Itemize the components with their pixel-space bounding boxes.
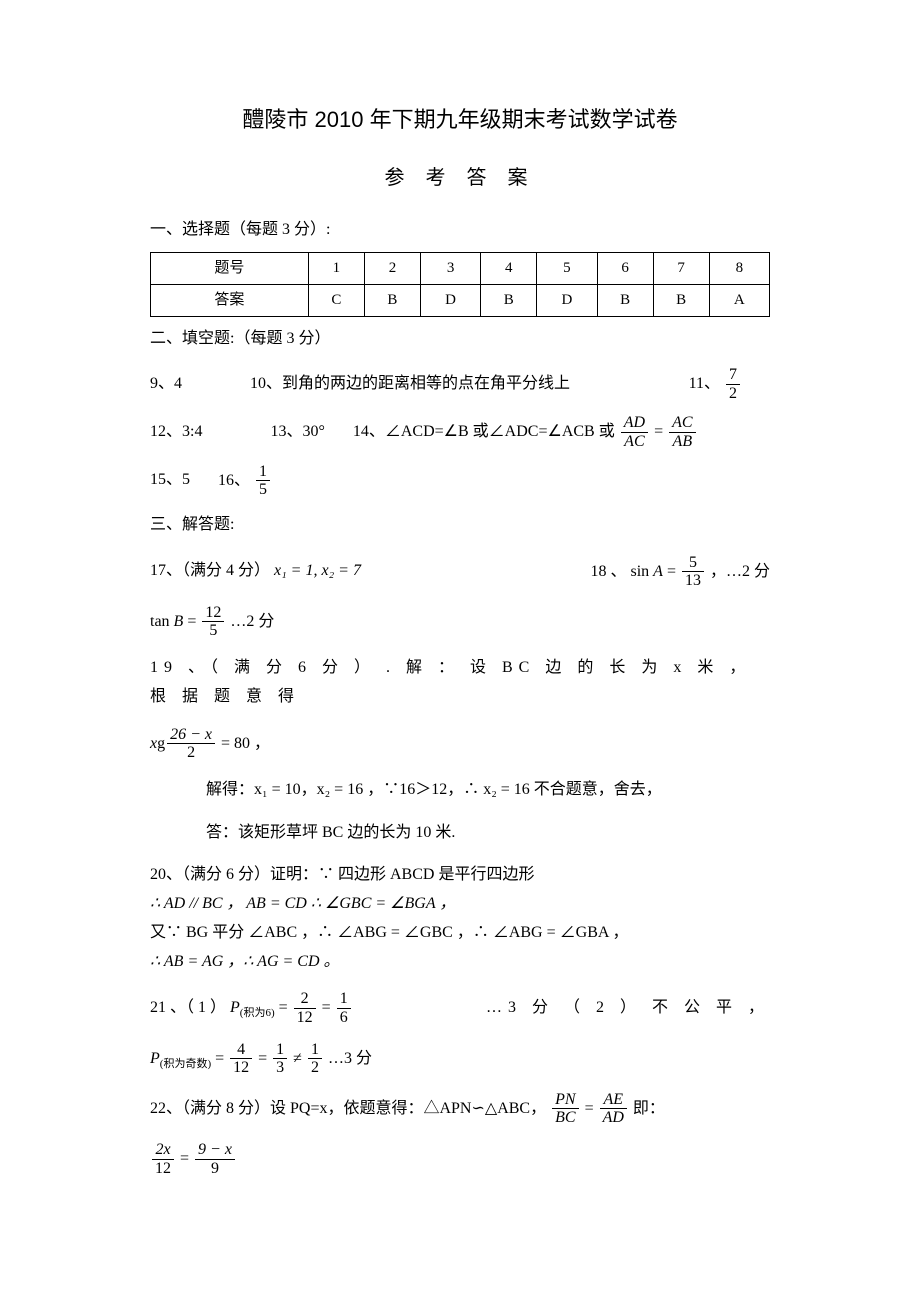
q-answer: D <box>420 285 480 317</box>
q17-label: 17、（满分 4 分） <box>150 562 274 579</box>
section2-heading: 二、填空题:（每题 3 分） <box>150 325 770 354</box>
q15: 15、5 <box>150 466 190 495</box>
q22-f4: 9 − x9 <box>195 1141 235 1177</box>
q21-p2-sub: (积为奇数) <box>160 1058 211 1070</box>
q21-f1b: 16 <box>337 990 351 1026</box>
q19-text: 19 、（ 满 分 6 分 ） . 解 ： 设 BC 边 的 长 为 x 米 ，… <box>150 654 770 712</box>
q21-p2: P <box>150 1049 160 1066</box>
q14-frac1: AD AC <box>621 414 648 450</box>
q22-line1: 22、（满分 8 分）设 PQ=x，依题意得：△APN∽△ABC， PNBC =… <box>150 1091 770 1127</box>
q18-label: 18 、 sin <box>590 562 653 579</box>
q-number: 8 <box>709 253 769 285</box>
fill-row-3: 15、5 16、 1 5 <box>150 463 770 499</box>
q21-row2: P(积为奇数) = 412 = 13 ≠ 12 …3 分 <box>150 1041 770 1077</box>
section3-heading: 三、解答题: <box>150 511 770 540</box>
q9-label: 9、 <box>150 375 174 392</box>
q9-answer: 4 <box>174 375 182 392</box>
q21-tail2: …3 分 <box>328 1049 372 1066</box>
q-answer: A <box>709 285 769 317</box>
q18b-fraction: 12 5 <box>202 604 224 640</box>
q-number: 6 <box>597 253 653 285</box>
q18-tail: ，…2 分 <box>710 562 770 579</box>
page-title: 醴陵市 2010 年下期九年级期末考试数学试卷 <box>150 100 770 140</box>
q21-f2a: 412 <box>230 1041 252 1077</box>
q10: 10、到角的两边的距离相等的点在角平分线上 <box>250 370 570 399</box>
q21-f2c: 12 <box>308 1041 322 1077</box>
q22-text-a: 22、（满分 8 分）设 PQ=x，依题意得：△APN∽△ABC， <box>150 1100 546 1117</box>
q18b-var: B <box>174 613 184 630</box>
row-label: 题号 <box>151 253 309 285</box>
q19-answer: 答：该矩形草坪 BC 边的长为 10 米. <box>206 819 770 848</box>
q18-eq: = <box>663 562 680 579</box>
q17-answer: x₁ = 1, x₂ = 7 <box>274 562 361 579</box>
row-label: 答案 <box>151 285 309 317</box>
q-answer: B <box>364 285 420 317</box>
q-number: 2 <box>364 253 420 285</box>
q11-label: 11、 <box>689 375 720 392</box>
q22-f2: AEAD <box>600 1091 627 1127</box>
q21-p1: P <box>230 999 240 1016</box>
q-answer: B <box>597 285 653 317</box>
q19-equation: xg 26 − x 2 = 80 ， <box>150 726 770 762</box>
q11-fraction: 7 2 <box>726 366 740 402</box>
q22-f1: PNBC <box>552 1091 578 1127</box>
q18b-eq: = <box>183 613 200 630</box>
q-number: 7 <box>653 253 709 285</box>
q-answer: D <box>537 285 597 317</box>
fill-row-2: 12、3:4 13、30° 14、∠ACD=∠B 或∠ADC=∠ACB 或 AD… <box>150 414 770 450</box>
section1-heading: 一、选择题（每题 3 分）: <box>150 216 770 245</box>
q16-fraction: 1 5 <box>256 463 270 499</box>
q21-row1: 21 、（ 1 ） P(积为6) = 212 = 16 …3 分 （ 2 ） 不… <box>150 990 770 1026</box>
q14-text: 14、∠ACD=∠B 或∠ADC=∠ACB 或 <box>353 423 619 440</box>
q18b-pre: tan <box>150 613 174 630</box>
q20-line3: 又∵ BG 平分 ∠ABC ，∴ ∠ABG = ∠GBC ，∴ ∠ABG = ∠… <box>150 919 770 948</box>
q21-f2b: 13 <box>273 1041 287 1077</box>
q21-label-a: 21 、（ 1 ） <box>150 999 230 1016</box>
q21-p1-sub: (积为6) <box>240 1007 275 1019</box>
q22-f3: 2x12 <box>152 1141 174 1177</box>
q19-solve: 解得：x₁ = 10，x₂ = 16 ，∵16＞12，∴ x₂ = 16 不合题… <box>206 776 770 805</box>
q18-fraction: 5 13 <box>682 554 704 590</box>
q22-line2: 2x12 = 9 − x9 <box>150 1141 770 1177</box>
q-answer: B <box>481 285 537 317</box>
q20-line2: ∴ AD // BC ， AB = CD ∴ ∠GBC = ∠BGA ， <box>150 890 770 919</box>
q20: 20、（满分 6 分）证明：∵ 四边形 ABCD 是平行四边形 ∴ AD // … <box>150 861 770 976</box>
q-answer: C <box>308 285 364 317</box>
q12: 12、3:4 <box>150 418 202 447</box>
q-answer: B <box>653 285 709 317</box>
q21-tail1: …3 分 （ 2 ） 不 公 平 ， <box>486 994 770 1023</box>
q-number: 3 <box>420 253 480 285</box>
q16-label: 16、 <box>218 471 250 488</box>
page-subtitle: 参 考 答 案 <box>150 160 770 196</box>
q-number: 1 <box>308 253 364 285</box>
multiple-choice-table: 题号 1 2 3 4 5 6 7 8 答案 C B D B D B B A <box>150 252 770 317</box>
q22-text-b: 即： <box>633 1100 665 1117</box>
q13: 13、30° <box>270 418 324 447</box>
q17-q18-row: 17、（满分 4 分） x₁ = 1, x₂ = 7 18 、 sin A = … <box>150 554 770 590</box>
q14-eq: = <box>654 423 663 440</box>
q20-line4: ∴ AB = AG ，∴ AG = CD 。 <box>150 948 770 977</box>
q18b-row: tan B = 12 5 …2 分 <box>150 604 770 640</box>
q18b-tail: …2 分 <box>230 613 274 630</box>
fill-row-1: 9、4 10、到角的两边的距离相等的点在角平分线上 11、 7 2 <box>150 366 770 402</box>
q18-var: A <box>653 562 663 579</box>
q21-f1a: 212 <box>294 990 316 1026</box>
q19-fraction: 26 − x 2 <box>167 726 215 762</box>
q20-line1: 20、（满分 6 分）证明：∵ 四边形 ABCD 是平行四边形 <box>150 861 770 890</box>
q-number: 5 <box>537 253 597 285</box>
q-number: 4 <box>481 253 537 285</box>
q14-frac2: AC AB <box>669 414 695 450</box>
